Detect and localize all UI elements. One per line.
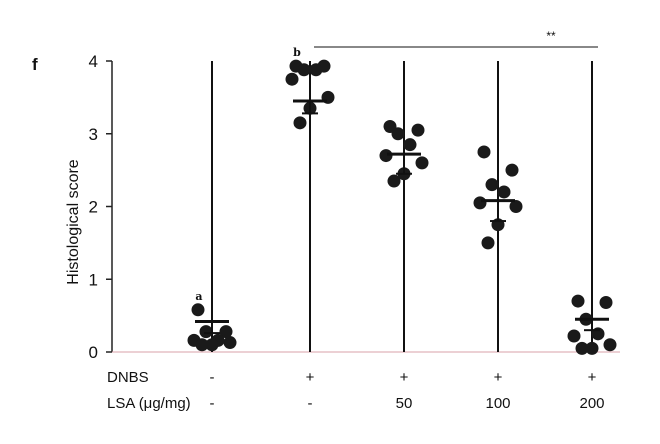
lsa-cell: 100: [485, 395, 510, 412]
dnbs-cell: +: [306, 369, 315, 386]
row-label-dnbs: DNBS: [107, 369, 149, 386]
row-label-lsa: LSA (μg/mg): [107, 395, 191, 412]
y-tick-label: 4: [89, 52, 98, 71]
y-tick-label: 3: [89, 125, 98, 144]
data-point: [219, 325, 233, 339]
data-point: [285, 72, 299, 86]
data-point: [575, 341, 589, 355]
lsa-cell: 50: [396, 395, 413, 412]
significance-label: **: [546, 29, 556, 43]
panel-letter: f: [32, 55, 38, 74]
data-point: [603, 338, 617, 352]
data-point: [567, 329, 581, 343]
data-point: [387, 174, 401, 188]
lsa-cell: 200: [579, 395, 604, 412]
data-point: [509, 200, 523, 213]
y-tick-label: 2: [89, 198, 98, 217]
data-point: [391, 127, 405, 141]
data-point: [571, 294, 585, 308]
group-letter: a: [195, 290, 202, 303]
data-point: [379, 149, 393, 163]
marks: a b **: [187, 29, 617, 355]
data-point: [485, 178, 499, 192]
data-point: [599, 296, 613, 310]
axes: 0 1 2 3 4: [89, 52, 620, 362]
lsa-cell: -: [308, 395, 313, 412]
data-point: [477, 145, 491, 159]
dnbs-cell: +: [494, 369, 503, 386]
data-point: [415, 156, 429, 170]
y-tick-label: 0: [89, 343, 98, 362]
condition-table: - - + - +50 +100 +200 DNBS LSA (μg/mg): [107, 369, 605, 412]
data-point: [191, 303, 205, 317]
data-point: [293, 116, 307, 130]
data-point: [297, 63, 311, 77]
data-point: [497, 185, 511, 199]
data-point: [411, 123, 425, 137]
data-point: [309, 63, 323, 77]
data-point: [585, 341, 599, 355]
data-point: [473, 196, 487, 210]
lsa-cell: -: [210, 395, 215, 412]
y-tick-label: 1: [89, 270, 98, 289]
data-point: [195, 338, 209, 352]
dnbs-cell: +: [400, 369, 409, 386]
data-point: [481, 236, 495, 250]
data-point: [205, 338, 219, 352]
data-point: [403, 138, 417, 152]
y-axis-title: Histological score: [65, 159, 82, 284]
data-point: [199, 325, 213, 339]
data-point: [223, 336, 237, 350]
dnbs-cell: -: [210, 369, 215, 386]
dnbs-cell: +: [588, 369, 597, 386]
data-point: [505, 163, 519, 177]
group-letter: b: [293, 46, 301, 59]
